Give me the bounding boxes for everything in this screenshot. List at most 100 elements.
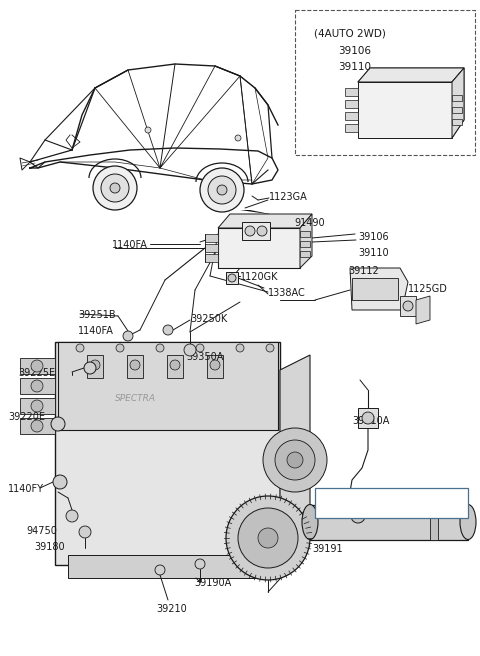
Circle shape [362, 412, 374, 424]
Ellipse shape [460, 504, 476, 539]
Polygon shape [300, 214, 312, 268]
Bar [315, 488, 468, 518]
Polygon shape [58, 342, 278, 430]
Polygon shape [55, 342, 280, 565]
Circle shape [403, 301, 413, 311]
Polygon shape [20, 378, 55, 394]
Text: 39210: 39210 [156, 604, 187, 614]
Circle shape [228, 274, 236, 282]
Text: 39180: 39180 [34, 542, 65, 552]
Circle shape [156, 344, 164, 352]
Circle shape [263, 428, 327, 492]
Circle shape [145, 127, 151, 133]
Polygon shape [300, 251, 310, 257]
Polygon shape [280, 355, 310, 555]
Polygon shape [20, 358, 55, 374]
Text: 39190A: 39190A [194, 578, 231, 588]
Circle shape [155, 565, 165, 575]
Text: 39210A: 39210A [352, 416, 389, 426]
Polygon shape [205, 254, 218, 262]
Circle shape [31, 420, 43, 432]
Circle shape [217, 185, 227, 195]
Circle shape [287, 452, 303, 468]
Text: 39350A: 39350A [186, 352, 223, 362]
Polygon shape [345, 124, 358, 132]
Circle shape [31, 400, 43, 412]
Polygon shape [207, 355, 223, 378]
Polygon shape [310, 505, 468, 540]
Polygon shape [300, 231, 310, 237]
Polygon shape [87, 355, 103, 378]
Polygon shape [345, 112, 358, 120]
Text: 39250K: 39250K [190, 314, 227, 324]
Polygon shape [20, 418, 55, 434]
Circle shape [195, 559, 205, 569]
Text: 39106: 39106 [358, 232, 389, 242]
Polygon shape [20, 398, 55, 414]
Circle shape [163, 325, 173, 335]
Circle shape [258, 528, 278, 548]
Text: 39225E: 39225E [18, 368, 55, 378]
Circle shape [196, 344, 204, 352]
Polygon shape [242, 222, 270, 240]
Text: 1140FA: 1140FA [112, 240, 148, 250]
Polygon shape [300, 241, 310, 247]
Polygon shape [400, 296, 416, 316]
Polygon shape [68, 555, 265, 578]
Polygon shape [218, 214, 312, 228]
Text: 39106: 39106 [338, 46, 371, 56]
Bar [295, 10, 475, 155]
Text: 39110: 39110 [338, 62, 371, 72]
Circle shape [31, 380, 43, 392]
Circle shape [351, 509, 365, 523]
Text: SPECTRA: SPECTRA [115, 394, 156, 403]
Polygon shape [345, 88, 358, 96]
Circle shape [66, 510, 78, 522]
Polygon shape [452, 95, 462, 101]
Text: 39251B: 39251B [78, 310, 116, 320]
Circle shape [84, 362, 96, 374]
Circle shape [130, 360, 140, 370]
Circle shape [53, 475, 67, 489]
Polygon shape [205, 234, 218, 242]
Text: 1120GK: 1120GK [240, 272, 278, 282]
Polygon shape [452, 68, 464, 138]
Polygon shape [358, 408, 378, 428]
Circle shape [210, 360, 220, 370]
Text: 39112: 39112 [348, 266, 379, 276]
Circle shape [257, 226, 267, 236]
Polygon shape [240, 210, 310, 222]
Circle shape [235, 135, 241, 141]
Polygon shape [226, 272, 238, 284]
Circle shape [116, 344, 124, 352]
Circle shape [51, 417, 65, 431]
Text: 39191: 39191 [312, 544, 343, 554]
Circle shape [110, 183, 120, 193]
Circle shape [266, 344, 274, 352]
Text: 39110: 39110 [358, 248, 389, 258]
Circle shape [226, 496, 310, 580]
Circle shape [76, 344, 84, 352]
Polygon shape [350, 268, 408, 310]
Circle shape [275, 440, 315, 480]
Circle shape [208, 176, 236, 204]
Circle shape [245, 226, 255, 236]
Circle shape [236, 344, 244, 352]
Polygon shape [167, 355, 183, 378]
Circle shape [170, 360, 180, 370]
Text: (4AUTO 2WD): (4AUTO 2WD) [314, 28, 386, 38]
Polygon shape [345, 100, 358, 108]
Text: REF.28-286C: REF.28-286C [330, 499, 391, 509]
Circle shape [101, 174, 129, 202]
Polygon shape [452, 107, 462, 113]
Circle shape [90, 360, 100, 370]
Circle shape [184, 344, 196, 356]
Circle shape [79, 526, 91, 538]
Polygon shape [416, 296, 430, 324]
Polygon shape [358, 82, 452, 138]
Polygon shape [205, 244, 218, 252]
Polygon shape [430, 505, 438, 540]
Circle shape [200, 168, 244, 212]
Text: 39220E: 39220E [8, 412, 45, 422]
Text: 1125GD: 1125GD [408, 284, 448, 294]
